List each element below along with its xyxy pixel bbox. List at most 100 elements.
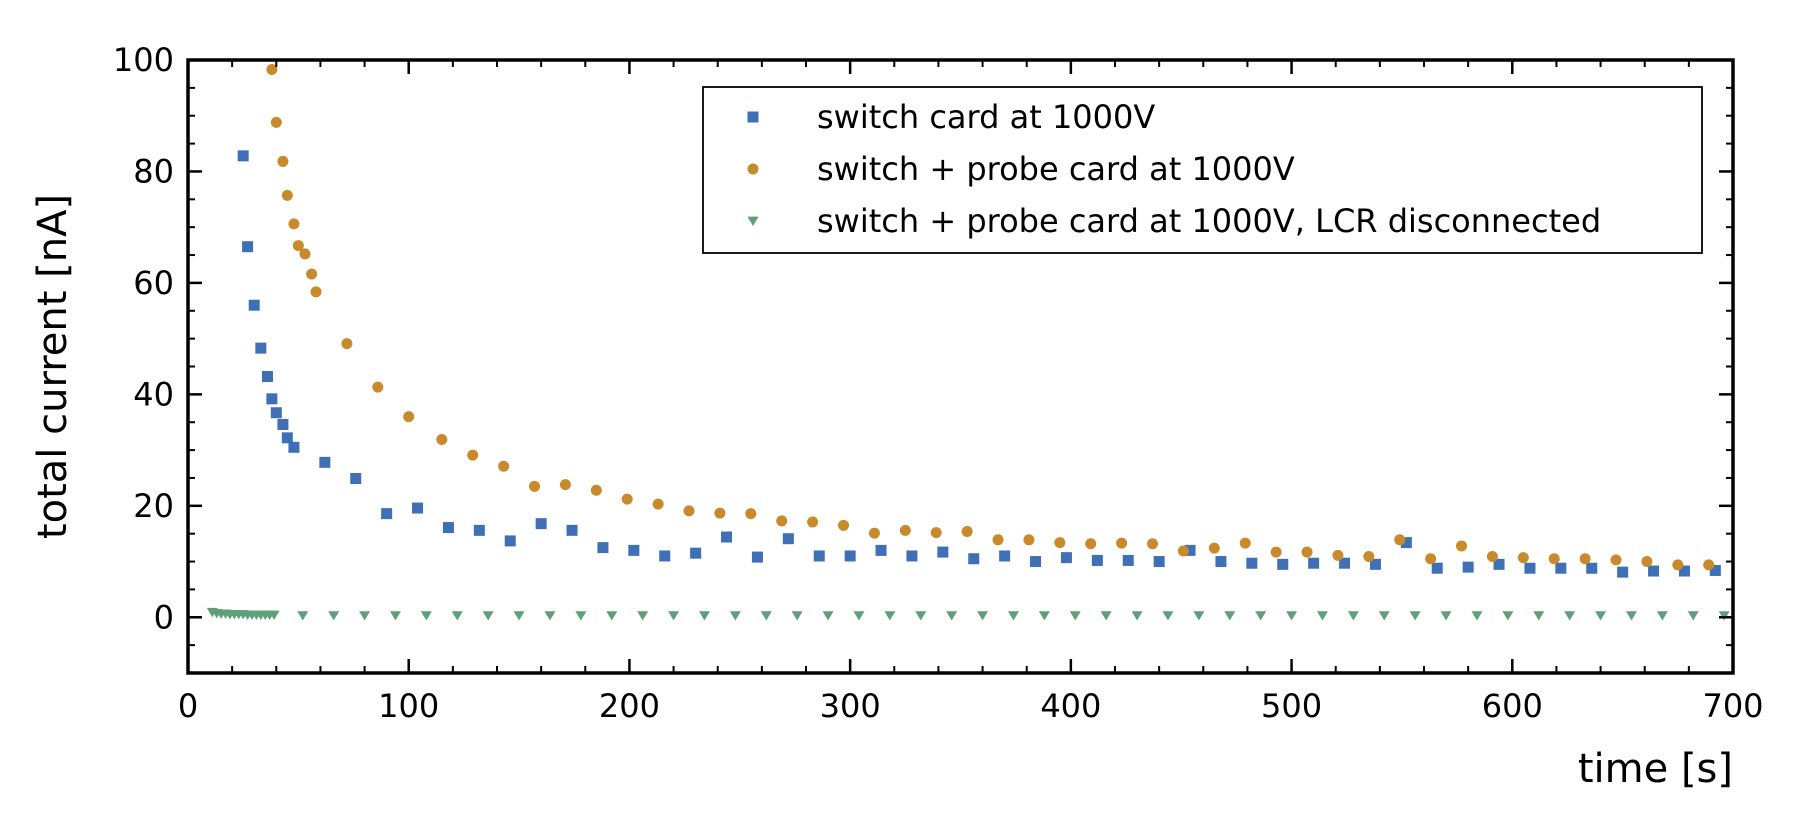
switch-card-point bbox=[906, 550, 918, 562]
switch-probe-card-point bbox=[1579, 553, 1591, 565]
switch-probe-card-point bbox=[529, 480, 541, 492]
switch-probe-card-point bbox=[807, 516, 819, 528]
switch-card-point bbox=[350, 473, 362, 485]
legend: switch card at 1000V switch + probe card … bbox=[702, 86, 1703, 254]
switch-probe-card-point bbox=[1239, 537, 1251, 549]
lcr-disconnected-point bbox=[1286, 611, 1298, 621]
switch-probe-card-point bbox=[1054, 537, 1066, 549]
switch-probe-card-point bbox=[288, 218, 300, 230]
switch-card-point bbox=[242, 241, 254, 253]
lcr-disconnected-point bbox=[760, 611, 772, 621]
x-tick-label: 200 bbox=[599, 687, 660, 725]
lcr-disconnected-point bbox=[1255, 611, 1267, 621]
lcr-disconnected-point bbox=[1007, 611, 1019, 621]
lcr-disconnected-point bbox=[1038, 611, 1050, 621]
switch-probe-card-point bbox=[436, 434, 448, 446]
x-tick-label: 400 bbox=[1040, 687, 1101, 725]
lcr-disconnected-point bbox=[544, 611, 556, 621]
lcr-disconnected-point bbox=[853, 611, 865, 621]
switch-card-point bbox=[1524, 562, 1536, 574]
switch-probe-card-point bbox=[590, 484, 602, 496]
switch-card-point bbox=[813, 550, 825, 562]
legend-marker bbox=[747, 111, 759, 123]
switch-probe-card-point bbox=[281, 189, 293, 201]
switch-card-point bbox=[442, 522, 454, 534]
legend-marker bbox=[747, 216, 759, 226]
switch-card-point bbox=[1277, 558, 1289, 570]
switch-probe-card-point bbox=[1116, 537, 1128, 549]
switch-probe-card-point bbox=[372, 381, 384, 393]
lcr-disconnected-point bbox=[637, 611, 649, 621]
y-tick-label: 20 bbox=[133, 487, 174, 525]
switch-card-point bbox=[381, 508, 393, 520]
lcr-disconnected-point bbox=[297, 611, 309, 621]
legend-label: switch card at 1000V bbox=[817, 98, 1155, 136]
y-tick-label: 0 bbox=[154, 598, 174, 636]
lcr-disconnected-point bbox=[1656, 611, 1668, 621]
switch-probe-card-point bbox=[306, 268, 318, 280]
lcr-disconnected-point bbox=[915, 611, 927, 621]
x-tick-label: 0 bbox=[178, 687, 198, 725]
switch-probe-card-point bbox=[403, 411, 415, 423]
x-tick-label: 100 bbox=[378, 687, 439, 725]
switch-probe-card-point bbox=[1703, 559, 1715, 571]
switch-probe-card-point bbox=[776, 515, 788, 527]
legend-box bbox=[702, 86, 1703, 254]
lcr-disconnected-point bbox=[1471, 611, 1483, 621]
lcr-disconnected-point bbox=[1409, 611, 1421, 621]
switch-probe-card-point bbox=[1548, 553, 1560, 565]
switch-card-point bbox=[1308, 557, 1320, 569]
switch-probe-card-point bbox=[1332, 549, 1344, 561]
switch-card-point bbox=[1246, 557, 1258, 569]
lcr-disconnected-point bbox=[668, 611, 680, 621]
lcr-disconnected-point bbox=[451, 611, 463, 621]
lcr-disconnected-point bbox=[1193, 611, 1205, 621]
lcr-disconnected-point bbox=[1718, 611, 1730, 621]
switch-card-point bbox=[1339, 557, 1351, 569]
lcr-disconnected-point bbox=[420, 611, 432, 621]
switch-probe-card-point bbox=[899, 524, 911, 536]
lcr-disconnected-point bbox=[822, 611, 834, 621]
switch-probe-card-point bbox=[652, 498, 664, 510]
switch-probe-card-point bbox=[1517, 552, 1529, 564]
legend-label: switch + probe card at 1000V bbox=[817, 150, 1295, 188]
switch-probe-card-point bbox=[621, 493, 633, 505]
switch-card-point bbox=[690, 547, 702, 559]
switch-card-point bbox=[968, 553, 980, 565]
switch-probe-card-point bbox=[1208, 542, 1220, 554]
switch-probe-card-point bbox=[266, 63, 278, 75]
switch-card-point bbox=[1678, 565, 1690, 577]
lcr-disconnected-point bbox=[1564, 611, 1576, 621]
switch-probe-card-point bbox=[745, 508, 757, 520]
switch-card-point bbox=[1431, 562, 1443, 574]
y-tick-label: 100 bbox=[113, 41, 174, 79]
lcr-disconnected-point bbox=[1595, 611, 1607, 621]
lcr-disconnected-point bbox=[1440, 611, 1452, 621]
series-3 bbox=[206, 607, 1730, 621]
switch-card-point bbox=[1400, 537, 1412, 549]
tick-labels: 0 100 200 300 400 500 600 700 0 20 40 60 80 100 bbox=[113, 41, 1764, 725]
switch-card-point bbox=[1184, 544, 1196, 556]
switch-card-point bbox=[1586, 562, 1598, 574]
switch-probe-card-point bbox=[341, 338, 353, 350]
switch-card-point bbox=[270, 407, 282, 419]
switch-probe-card-point bbox=[1147, 538, 1159, 550]
lcr-disconnected-point bbox=[1131, 611, 1143, 621]
switch-probe-card-point bbox=[498, 460, 510, 472]
switch-card-point bbox=[473, 524, 485, 536]
lcr-disconnected-point bbox=[1687, 611, 1699, 621]
series-2 bbox=[266, 63, 1715, 571]
switch-card-point bbox=[277, 418, 289, 430]
x-axis-title: time [s] bbox=[1578, 746, 1733, 792]
switch-card-point bbox=[319, 456, 331, 468]
lcr-disconnected-point bbox=[268, 610, 280, 620]
switch-card-point bbox=[1462, 561, 1474, 573]
switch-card-point bbox=[535, 518, 547, 530]
switch-card-point bbox=[255, 342, 267, 354]
lcr-disconnected-point bbox=[1625, 611, 1637, 621]
lcr-disconnected-point bbox=[1316, 611, 1328, 621]
switch-card-point bbox=[281, 432, 293, 444]
switch-probe-card-point bbox=[1425, 553, 1437, 565]
lcr-disconnected-point bbox=[1162, 611, 1174, 621]
